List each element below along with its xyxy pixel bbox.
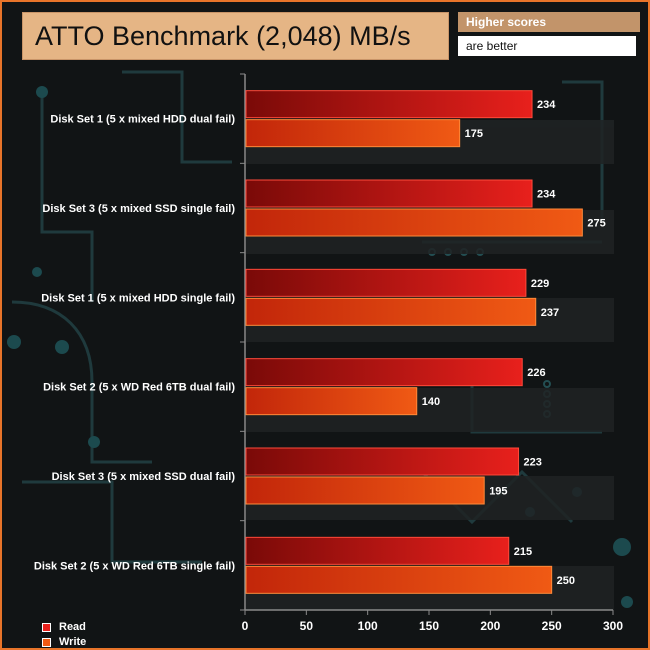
data-label-write: 175 [465, 128, 483, 140]
bar-read [245, 179, 533, 208]
data-label-write: 195 [489, 486, 507, 498]
x-tick-label: 250 [542, 619, 562, 633]
data-label-write: 250 [557, 575, 575, 587]
data-label-read: 226 [527, 367, 545, 379]
data-label-read: 229 [531, 278, 549, 290]
category-label: Disk Set 2 (5 x WD Red 6TB single fail) [34, 560, 235, 572]
x-tick-label: 150 [419, 619, 439, 633]
note-are-better: are better [458, 36, 636, 56]
data-label-write: 237 [541, 307, 559, 319]
bar-read [245, 536, 510, 565]
data-label-read: 215 [514, 546, 532, 558]
chart-title: ATTO Benchmark (2,048) MB/s [35, 21, 411, 51]
bar-write [245, 297, 537, 326]
legend-item-write: Write [42, 635, 87, 648]
bar-write [245, 565, 553, 594]
x-tick-label: 300 [603, 619, 623, 633]
data-label-read: 223 [524, 457, 542, 469]
note-higher-scores: Higher scores [458, 12, 640, 32]
bar-read [245, 358, 523, 387]
category-label: Disk Set 2 (5 x WD Red 6TB dual fail) [43, 382, 235, 394]
legend-swatch-read [42, 622, 51, 632]
legend-label-read: Read [59, 621, 86, 633]
category-label: Disk Set 1 (5 x mixed HDD single fail) [41, 292, 235, 304]
data-label-read: 234 [537, 189, 556, 201]
legend-label-write: Write [59, 636, 87, 648]
category-label: Disk Set 3 (5 x mixed SSD single fail) [42, 203, 235, 215]
x-tick-label: 0 [242, 619, 249, 633]
legend: Read Write [42, 620, 87, 648]
x-tick-label: 200 [480, 619, 500, 633]
bar-read [245, 447, 520, 476]
bar-read [245, 90, 533, 119]
category-label: Disk Set 1 (5 x mixed HDD dual fail) [50, 114, 235, 126]
legend-item-read: Read [42, 620, 86, 634]
x-tick-label: 100 [358, 619, 378, 633]
data-label-write: 140 [422, 396, 440, 408]
data-label-write: 275 [587, 218, 605, 230]
data-label-read: 234 [537, 99, 556, 111]
legend-swatch-write [42, 637, 51, 647]
bar-write [245, 208, 583, 237]
bar-write [245, 119, 461, 148]
bar-write [245, 476, 485, 505]
x-tick-label: 50 [300, 619, 314, 633]
title-box: ATTO Benchmark (2,048) MB/s [22, 12, 449, 60]
bar-read [245, 268, 527, 297]
category-label: Disk Set 3 (5 x mixed SSD dual fail) [52, 471, 236, 483]
bar-write [245, 387, 418, 416]
